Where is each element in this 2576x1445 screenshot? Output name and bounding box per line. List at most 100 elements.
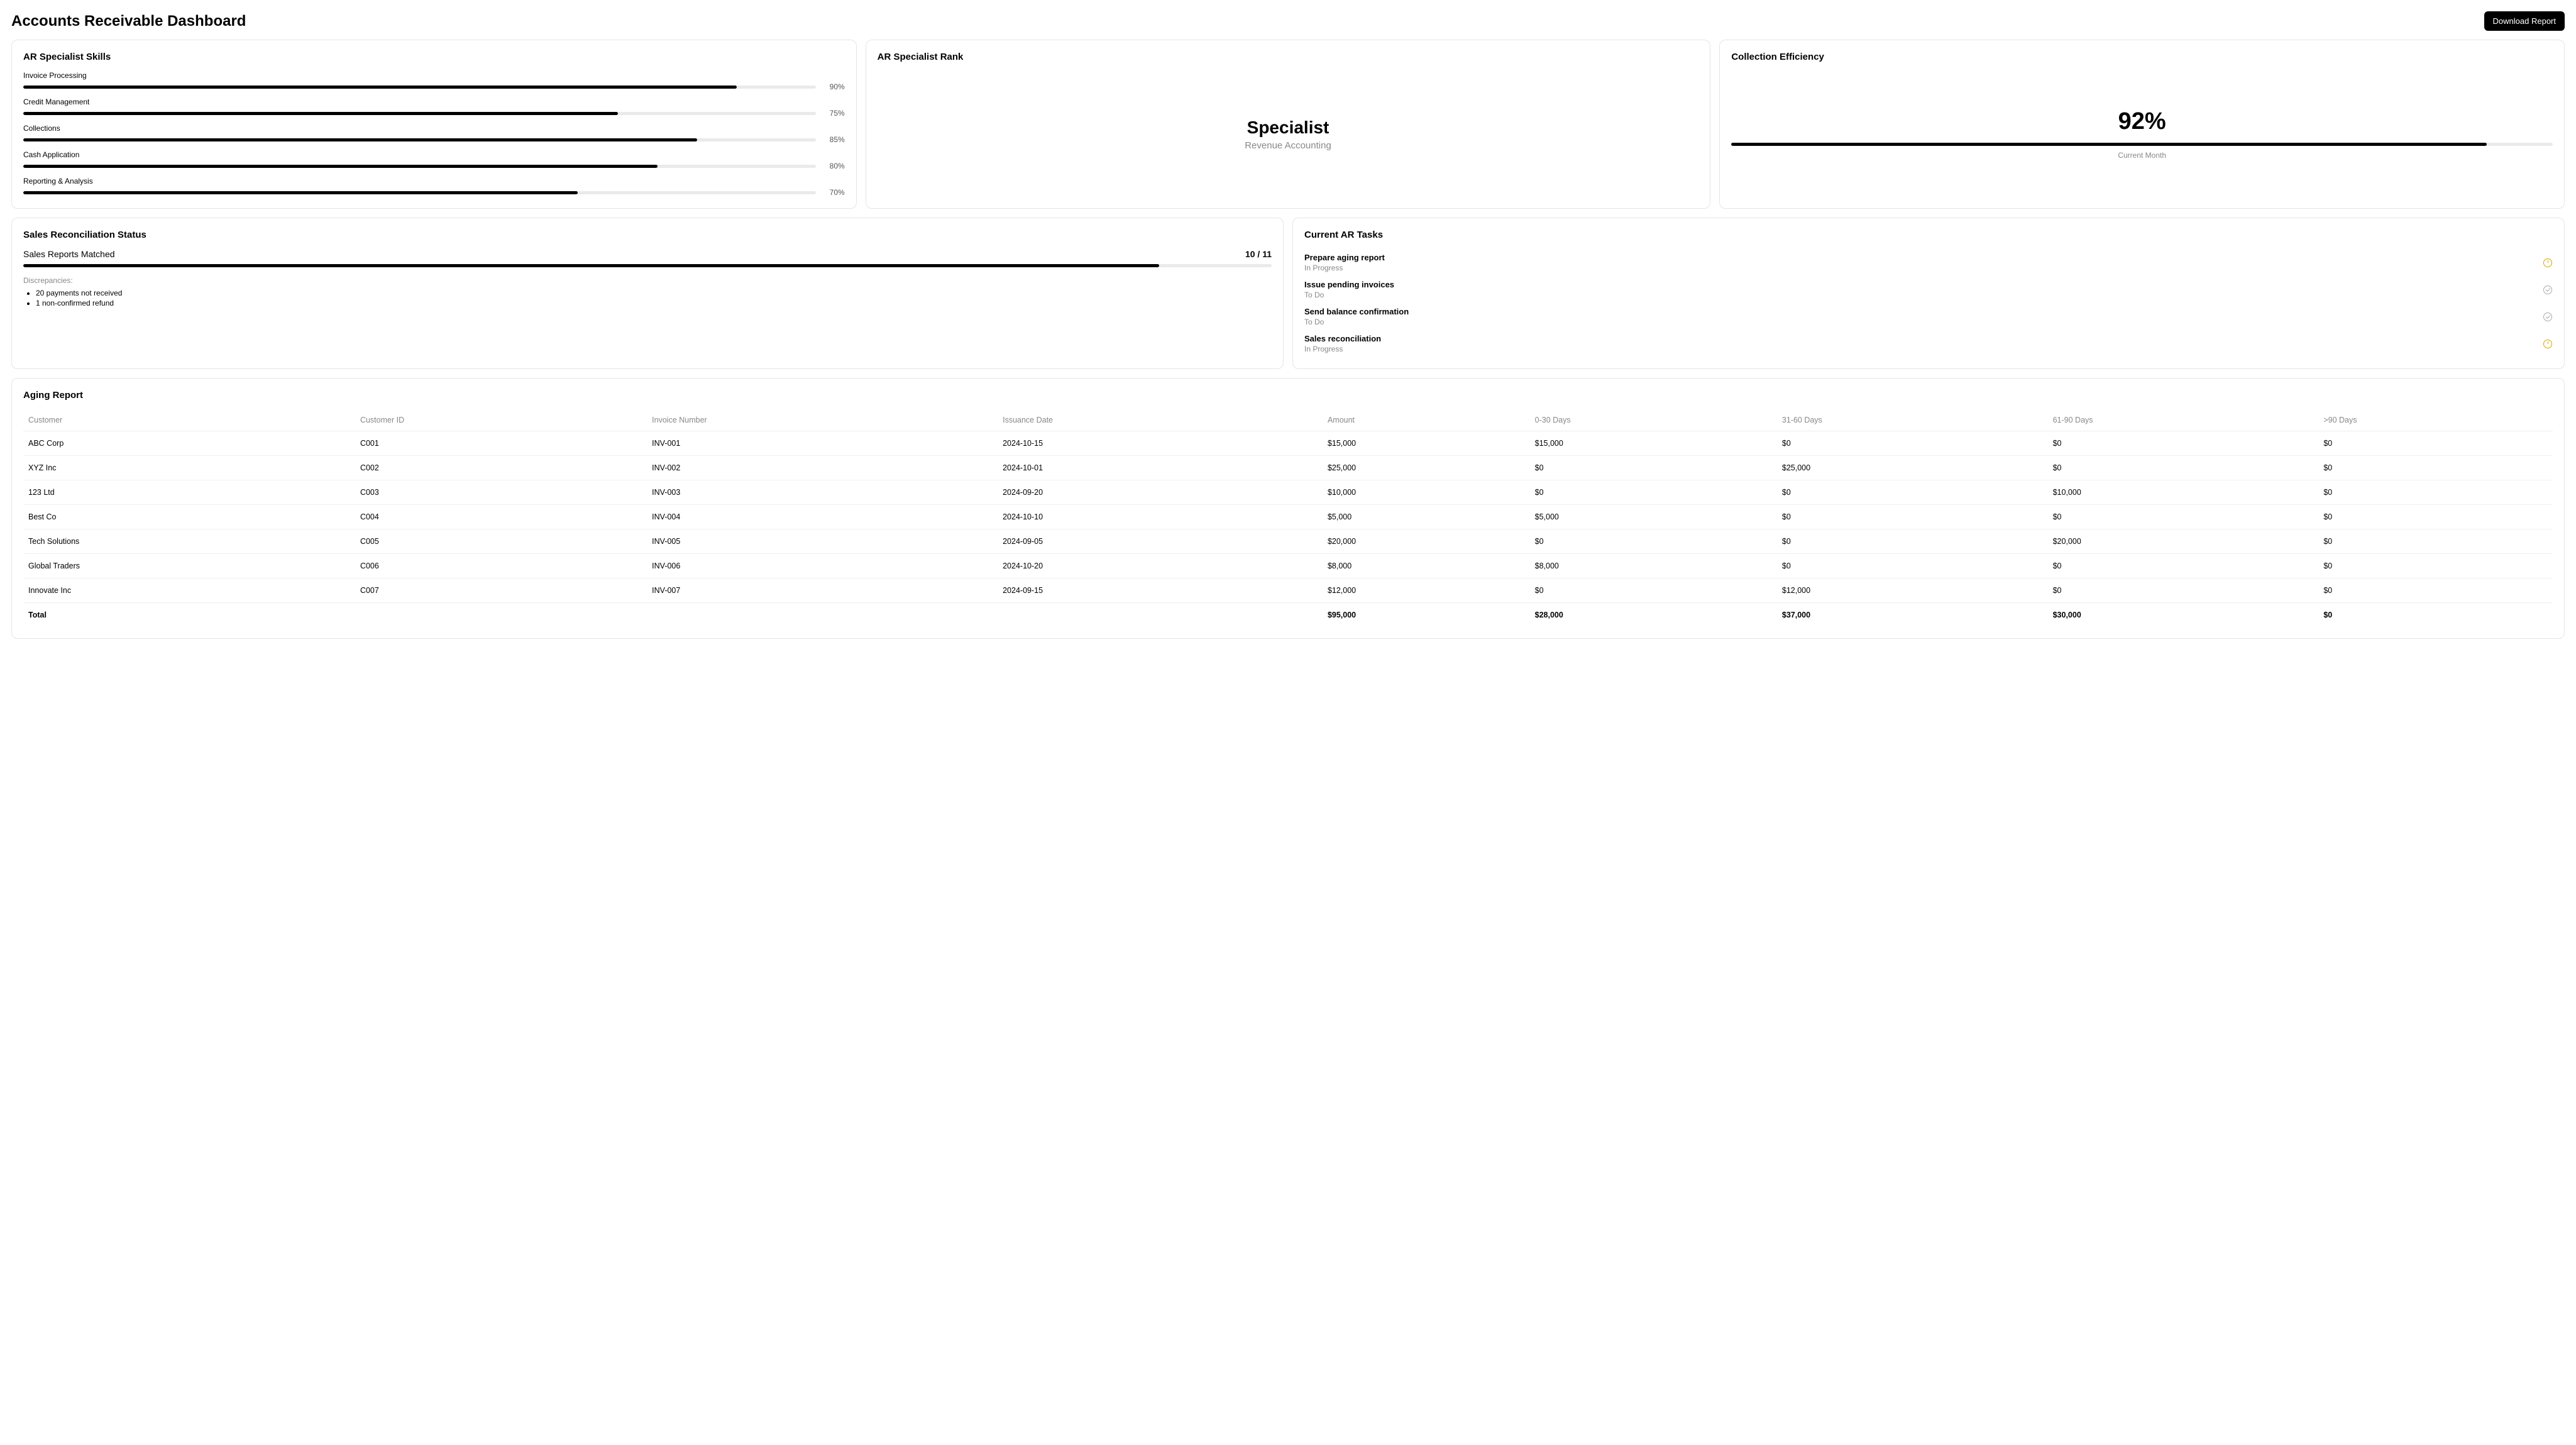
table-cell: Total: [23, 603, 355, 628]
table-cell: INV-007: [647, 579, 998, 603]
table-cell: $0: [1777, 431, 2048, 456]
table-cell: $8,000: [1530, 554, 1777, 579]
table-row[interactable]: Global TradersC006INV-0062024-10-20$8,00…: [23, 554, 2553, 579]
table-cell: $0: [2048, 579, 2319, 603]
table-header: Customer: [23, 409, 355, 431]
table-cell: C007: [355, 579, 647, 603]
table-cell: Tech Solutions: [23, 529, 355, 554]
table-cell: $0: [1777, 529, 2048, 554]
reconciliation-label: Sales Reports Matched: [23, 249, 115, 259]
skill-row: Reporting & Analysis 70%: [23, 177, 845, 197]
table-cell: ABC Corp: [23, 431, 355, 456]
table-cell: $5,000: [1323, 505, 1530, 529]
table-row[interactable]: Tech SolutionsC005INV-0052024-09-05$20,0…: [23, 529, 2553, 554]
table-cell: [647, 603, 998, 628]
aging-report-table: CustomerCustomer IDInvoice NumberIssuanc…: [23, 409, 2553, 627]
table-cell: $20,000: [1323, 529, 1530, 554]
task-row[interactable]: Send balance confirmation To Do: [1304, 303, 2553, 330]
skill-row: Cash Application 80%: [23, 150, 845, 170]
efficiency-label: Current Month: [2118, 151, 2166, 160]
table-row[interactable]: 123 LtdC003INV-0032024-09-20$10,000$0$0$…: [23, 480, 2553, 505]
task-name: Prepare aging report: [1304, 253, 1385, 262]
skill-bar: [23, 191, 816, 194]
table-cell: $0: [2318, 579, 2553, 603]
table-cell: C004: [355, 505, 647, 529]
table-cell: $37,000: [1777, 603, 2048, 628]
table-cell: XYZ Inc: [23, 456, 355, 480]
table-cell: $15,000: [1530, 431, 1777, 456]
efficiency-bar: [1731, 143, 2553, 146]
skill-pct: 70%: [823, 188, 845, 197]
table-cell: 2024-10-15: [998, 431, 1323, 456]
task-row[interactable]: Prepare aging report In Progress: [1304, 249, 2553, 276]
table-cell: $28,000: [1530, 603, 1777, 628]
skill-bar: [23, 112, 816, 115]
reconciliation-bar: [23, 264, 1272, 267]
task-name: Send balance confirmation: [1304, 307, 1409, 316]
table-header: 31-60 Days: [1777, 409, 2048, 431]
reconciliation-card-title: Sales Reconciliation Status: [23, 230, 1272, 240]
task-row[interactable]: Issue pending invoices To Do: [1304, 276, 2553, 303]
task-name: Sales reconciliation: [1304, 334, 1381, 343]
table-header: 61-90 Days: [2048, 409, 2319, 431]
table-header: Issuance Date: [998, 409, 1323, 431]
table-cell: $10,000: [1323, 480, 1530, 505]
discrepancy-item: 20 payments not received: [36, 289, 1272, 297]
skill-label: Invoice Processing: [23, 71, 845, 80]
skill-label: Credit Management: [23, 97, 845, 106]
table-cell: $10,000: [2048, 480, 2319, 505]
table-cell: $95,000: [1323, 603, 1530, 628]
table-cell: [355, 603, 647, 628]
discrepancies-label: Discrepancies:: [23, 276, 1272, 285]
table-cell: $0: [2318, 431, 2553, 456]
table-cell: $0: [2318, 603, 2553, 628]
table-cell: $0: [1777, 554, 2048, 579]
table-cell: $30,000: [2048, 603, 2319, 628]
aging-report-card: Aging Report CustomerCustomer IDInvoice …: [11, 378, 2565, 639]
table-cell: 2024-10-01: [998, 456, 1323, 480]
task-row[interactable]: Sales reconciliation In Progress: [1304, 330, 2553, 357]
table-cell: $0: [1777, 480, 2048, 505]
table-cell: 2024-10-20: [998, 554, 1323, 579]
table-cell: $0: [2048, 431, 2319, 456]
table-cell: C006: [355, 554, 647, 579]
table-cell: $0: [2048, 505, 2319, 529]
table-cell: C002: [355, 456, 647, 480]
task-name: Issue pending invoices: [1304, 280, 1394, 289]
clock-icon: [2543, 258, 2553, 268]
table-cell: C001: [355, 431, 647, 456]
table-cell: $8,000: [1323, 554, 1530, 579]
table-cell: $5,000: [1530, 505, 1777, 529]
efficiency-value: 92%: [2118, 108, 2166, 135]
table-cell: C003: [355, 480, 647, 505]
skill-bar: [23, 165, 816, 168]
table-cell: Global Traders: [23, 554, 355, 579]
table-row[interactable]: ABC CorpC001INV-0012024-10-15$15,000$15,…: [23, 431, 2553, 456]
table-cell: Best Co: [23, 505, 355, 529]
table-cell: $12,000: [1323, 579, 1530, 603]
table-cell: INV-003: [647, 480, 998, 505]
page-title: Accounts Receivable Dashboard: [11, 13, 246, 30]
table-cell: 2024-09-05: [998, 529, 1323, 554]
skill-bar: [23, 138, 816, 141]
table-cell: $20,000: [2048, 529, 2319, 554]
table-cell: 2024-09-20: [998, 480, 1323, 505]
download-report-button[interactable]: Download Report: [2484, 11, 2565, 31]
skill-pct: 85%: [823, 135, 845, 144]
table-cell: INV-001: [647, 431, 998, 456]
table-cell: INV-005: [647, 529, 998, 554]
skills-card-title: AR Specialist Skills: [23, 52, 845, 62]
reconciliation-count: 10 / 11: [1245, 249, 1272, 259]
table-header: Amount: [1323, 409, 1530, 431]
table-cell: INV-002: [647, 456, 998, 480]
discrepancies-list: 20 payments not received1 non-confirmed …: [23, 289, 1272, 307]
table-cell: INV-006: [647, 554, 998, 579]
table-cell: $0: [1530, 480, 1777, 505]
table-cell: $0: [2318, 505, 2553, 529]
rank-card: AR Specialist Rank Specialist Revenue Ac…: [866, 40, 1711, 209]
table-row[interactable]: Best CoC004INV-0042024-10-10$5,000$5,000…: [23, 505, 2553, 529]
table-row[interactable]: Innovate IncC007INV-0072024-09-15$12,000…: [23, 579, 2553, 603]
table-row[interactable]: XYZ IncC002INV-0022024-10-01$25,000$0$25…: [23, 456, 2553, 480]
table-cell: $0: [1530, 579, 1777, 603]
task-status: To Do: [1304, 318, 1409, 326]
